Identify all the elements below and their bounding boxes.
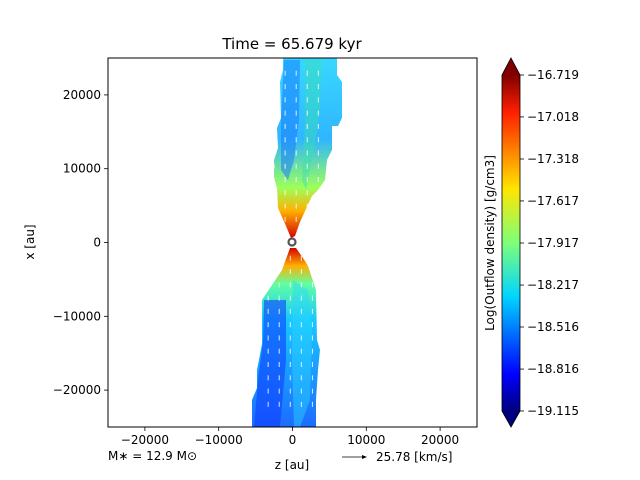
plot-area: −20000 −10000 0 10000 20000 20000 10000 0 −1000… (53, 57, 478, 447)
colorbar-tick-label: −18.217 (527, 278, 579, 292)
x-axis-label: z [au] (275, 458, 309, 472)
velocity-vectors (267, 70, 319, 407)
colorbar-tick-label: −17.917 (527, 236, 579, 250)
colorbar-tick-label: −19.115 (527, 404, 579, 418)
colorbar-tick-label: −17.318 (527, 152, 579, 166)
velocity-key-arrowhead (362, 455, 367, 459)
star-mass-annotation: M∗ = 12.9 M⊙ (108, 449, 197, 463)
y-tick-label: 20000 (63, 88, 101, 102)
x-tick-label: 10000 (347, 433, 385, 447)
y-tick-label: −20000 (53, 383, 101, 397)
colorbar-tick-label: −17.617 (527, 194, 579, 208)
colorbar: −16.719 −17.018 −17.318 −17.617 −17.917 −18.2… (483, 57, 579, 428)
x-axis: −20000 −10000 0 10000 20000 (121, 427, 459, 447)
lower-outflow-core (254, 300, 286, 427)
colorbar-tick-label: −16.719 (527, 68, 579, 82)
lower-outflow-core (292, 280, 312, 427)
velocity-key-label: 25.78 [km/s] (376, 450, 452, 464)
colorbar-extend-max (502, 58, 520, 75)
upper-outflow-core (302, 60, 322, 190)
x-tick-label: −10000 (195, 433, 243, 447)
chart-title: Time = 65.679 kyr (221, 35, 362, 53)
colorbar-tick-label: −18.816 (527, 362, 579, 376)
x-tick-label: −20000 (121, 433, 169, 447)
x-tick-label: 0 (289, 433, 297, 447)
x-tick-label: 20000 (421, 433, 459, 447)
y-axis-label: x [au] (23, 224, 37, 259)
colorbar-extend-min (502, 411, 520, 427)
y-tick-label: −10000 (53, 309, 101, 323)
y-axis: 20000 10000 0 −10000 −20000 (53, 88, 108, 397)
upper-outflow-core (281, 60, 300, 180)
colorbar-label: Log(Outflow density) [g/cm3] (483, 155, 497, 331)
y-tick-label: 10000 (63, 162, 101, 176)
y-tick-label: 0 (93, 236, 101, 250)
colorbar-ticks: −16.719 −17.018 −17.318 −17.617 −17.917 −18.2… (520, 68, 579, 418)
colorbar-tick-label: −18.516 (527, 320, 579, 334)
colorbar-tick-label: −17.018 (527, 110, 579, 124)
velocity-key: 25.78 [km/s] (342, 450, 452, 464)
star-marker (287, 237, 297, 247)
colorbar-gradient (502, 75, 520, 411)
